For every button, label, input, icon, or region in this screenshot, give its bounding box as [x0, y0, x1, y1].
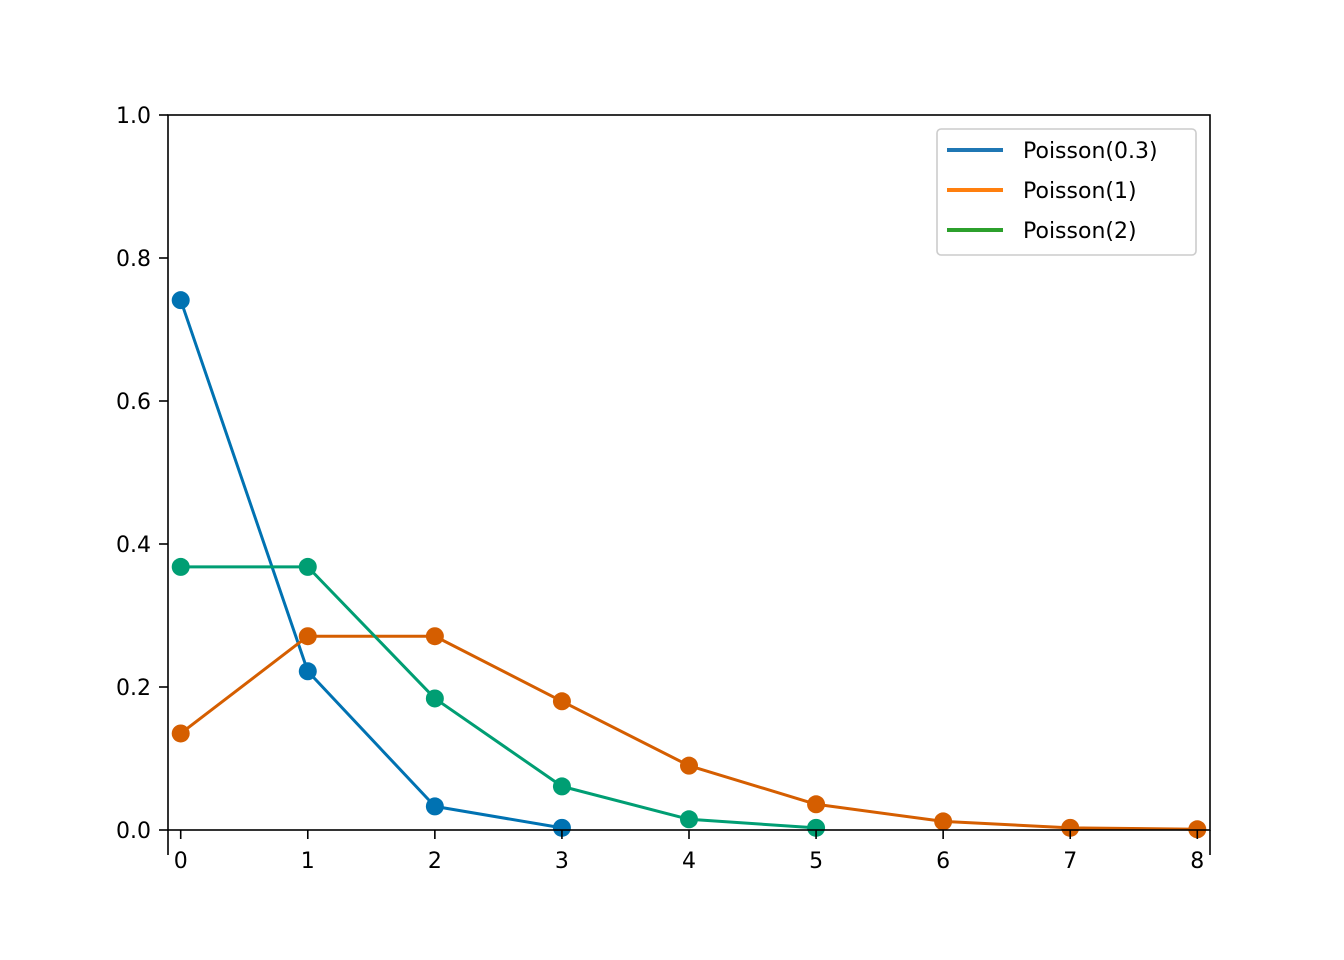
data-point [425, 689, 444, 708]
series-2 [171, 557, 826, 837]
data-point [425, 797, 444, 816]
data-point [807, 795, 826, 814]
x-tick-label: 8 [1190, 849, 1204, 874]
x-tick-label: 3 [555, 849, 569, 874]
data-point [680, 810, 698, 829]
data-point [298, 627, 317, 646]
y-tick-label: 0.6 [116, 390, 151, 415]
data-point [298, 662, 317, 681]
series-line [179, 299, 563, 830]
y-tick-label: 1.0 [116, 104, 151, 129]
data-point [552, 818, 571, 837]
data-point [298, 557, 317, 576]
series-layer [171, 291, 1207, 839]
data-point [807, 818, 826, 837]
series-line [180, 565, 817, 830]
y-tick-label: 0.2 [116, 676, 151, 701]
x-tick-label: 0 [174, 849, 188, 874]
y-tick-label: 0.8 [116, 247, 151, 272]
x-tick-label: 7 [1063, 849, 1077, 874]
ticks-layer: 0 1 2 3 4 5 6 7 8 0.0 0.2 0.4 0.6 0.8 1.0 [116, 104, 1204, 874]
series-0 [171, 291, 571, 837]
y-tick-label: 0.4 [116, 533, 151, 558]
data-point [425, 627, 444, 646]
data-point [552, 777, 571, 796]
data-point [552, 692, 571, 711]
x-tick-label: 6 [936, 849, 950, 874]
x-tick-label: 1 [301, 849, 315, 874]
data-point [171, 291, 190, 310]
data-point [934, 812, 953, 831]
data-point [680, 756, 698, 775]
series-1 [171, 627, 1207, 839]
legend-label: Poisson(2) [1023, 219, 1137, 244]
legend: Poisson(0.3) Poisson(1) Poisson(2) [936, 128, 1197, 256]
x-tick-label: 2 [428, 849, 442, 874]
legend-label: Poisson(0.3) [1023, 139, 1158, 164]
y-tick-label: 0.0 [116, 819, 151, 844]
x-tick-label: 5 [809, 849, 823, 874]
data-point [171, 724, 190, 743]
data-point [171, 557, 190, 576]
x-tick-label: 4 [682, 849, 696, 874]
legend-label: Poisson(1) [1023, 179, 1137, 204]
data-point [1061, 818, 1080, 837]
legend-box [936, 128, 1197, 256]
